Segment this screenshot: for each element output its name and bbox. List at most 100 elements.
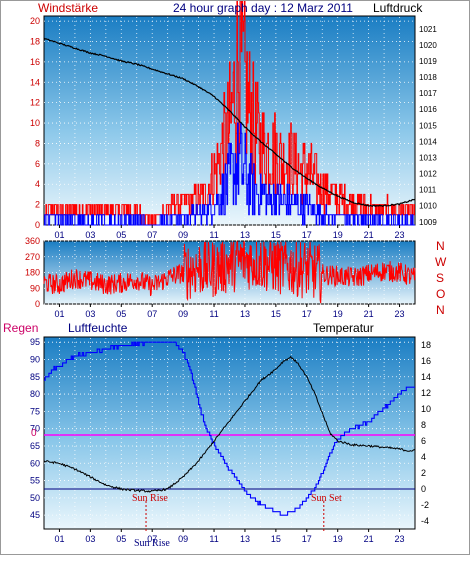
pressure-tick-label: 1011 — [419, 186, 437, 195]
temperature-tick-label: 12 — [421, 388, 431, 398]
direction-label-s: S — [436, 271, 445, 285]
wind-tick-label: 18 — [30, 36, 40, 46]
humidity-tick-label: 95 — [30, 337, 40, 347]
x-tick-label: 13 — [240, 230, 250, 240]
wind-tick-label: 14 — [30, 77, 40, 87]
sun-set-label: Sun Set — [311, 493, 342, 504]
humidity-tick-label: 60 — [30, 458, 40, 468]
x-tick-label: 15 — [271, 309, 281, 319]
humidity-series-line — [44, 341, 415, 516]
x-tick-label: 11 — [209, 534, 218, 544]
temperature-tick-label: 16 — [421, 356, 431, 366]
pressure-tick-label: 1018 — [419, 73, 437, 82]
humidity-tick-label: 45 — [30, 510, 40, 520]
temperature-series-line — [43, 355, 416, 493]
x-tick-label: 01 — [54, 230, 64, 240]
wind-tick-label: 16 — [30, 57, 40, 67]
x-tick-label: 19 — [333, 230, 343, 240]
pressure-series-line — [43, 37, 416, 208]
x-tick-label: 09 — [178, 309, 188, 319]
humidity-tick-label: 55 — [30, 476, 40, 486]
sun-rise-label: Sun Rise — [132, 493, 168, 504]
pressure-tick-label: 1019 — [419, 57, 437, 66]
x-tick-label: 01 — [54, 534, 64, 544]
wind-tick-label: 2 — [35, 200, 40, 210]
x-tick-label: 23 — [395, 309, 405, 319]
temperature-tick-label: 2 — [421, 468, 426, 478]
direction-tick-label: 180 — [25, 268, 40, 278]
x-tick-label: 01 — [54, 309, 64, 319]
x-tick-label: 19 — [333, 534, 343, 544]
x-tick-label: 23 — [395, 230, 405, 240]
x-tick-label: 11 — [209, 230, 218, 240]
pressure-axis-label: Luftdruck — [373, 1, 423, 15]
x-tick-label: 07 — [147, 230, 157, 240]
x-tick-label: 09 — [178, 534, 188, 544]
x-tick-label: 05 — [116, 309, 126, 319]
wind-tick-label: 12 — [30, 98, 40, 108]
x-tick-label: 03 — [85, 309, 95, 319]
direction-label-n: N — [436, 239, 445, 253]
humidity-tick-label: 80 — [30, 389, 40, 399]
humidity-axis-label: Luftfeuchte — [68, 321, 128, 335]
x-tick-label: 07 — [147, 534, 157, 544]
humidity-tick-label: 75 — [30, 406, 40, 416]
wind-series-line — [44, 0, 415, 226]
x-tick-label: 09 — [178, 230, 188, 240]
pressure-tick-label: 1015 — [419, 121, 437, 130]
chart-title: 24 hour graph day : 12 Marz 2011 — [173, 1, 353, 15]
x-tick-label: 15 — [271, 534, 281, 544]
wind-tick-label: 20 — [30, 16, 40, 26]
temperature-tick-label: 4 — [421, 452, 426, 462]
wind-tick-label: 4 — [35, 179, 40, 189]
wind-mean-series-line — [44, 122, 415, 226]
humidity-tick-label: 70 — [30, 424, 40, 434]
pressure-tick-label: 1014 — [419, 137, 437, 146]
humidity-tick-label: 85 — [30, 372, 40, 382]
x-tick-label: 13 — [240, 534, 250, 544]
pressure-tick-label: 1010 — [419, 202, 437, 211]
x-tick-label: 17 — [302, 309, 312, 319]
direction-tick-label: 360 — [25, 236, 40, 246]
x-tick-label: 03 — [85, 534, 95, 544]
temperature-tick-label: -2 — [421, 500, 429, 510]
x-tick-label: 21 — [364, 230, 374, 240]
pressure-tick-label: 1016 — [419, 105, 437, 114]
wind-tick-label: 6 — [35, 159, 40, 169]
wind-axis-label: Windstärke — [38, 1, 99, 15]
temperature-axis-label: Temperatur — [313, 321, 374, 335]
wind-tick-label: 8 — [35, 138, 40, 148]
wind-direction-series-line — [43, 241, 416, 304]
temperature-tick-label: 0 — [421, 484, 426, 494]
x-tick-label: 11 — [209, 309, 218, 319]
temperature-tick-label: 6 — [421, 436, 426, 446]
x-tick-label: 05 — [116, 230, 126, 240]
pressure-tick-label: 1021 — [419, 25, 437, 34]
direction-label-w: W — [435, 255, 447, 269]
temperature-tick-label: -4 — [421, 516, 429, 526]
direction-tick-label: 90 — [30, 283, 40, 293]
pressure-tick-label: 1013 — [419, 153, 437, 162]
x-tick-label: 07 — [147, 309, 157, 319]
x-tick-label: 03 — [85, 230, 95, 240]
x-tick-label: 19 — [333, 309, 343, 319]
plot-panel-3 — [43, 336, 416, 530]
x-tick-label: 05 — [116, 534, 126, 544]
humidity-tick-label: 90 — [30, 354, 40, 364]
direction-label-n2: N — [436, 303, 445, 317]
temperature-tick-label: 14 — [421, 372, 431, 382]
direction-tick-label: 270 — [25, 252, 40, 262]
pressure-tick-label: 1017 — [419, 89, 437, 98]
wind-tick-label: 10 — [30, 118, 40, 128]
x-tick-label: 17 — [302, 534, 312, 544]
pressure-tick-label: 1009 — [419, 218, 437, 227]
rain-zero-label: 0 — [31, 428, 37, 439]
sun-rise-axis-label: Sun Rise — [134, 538, 170, 549]
humidity-tick-label: 65 — [30, 441, 40, 451]
x-tick-label: 23 — [395, 534, 405, 544]
wind-tick-label: 0 — [35, 220, 40, 230]
x-tick-label: 21 — [364, 534, 374, 544]
x-tick-label: 21 — [364, 309, 374, 319]
